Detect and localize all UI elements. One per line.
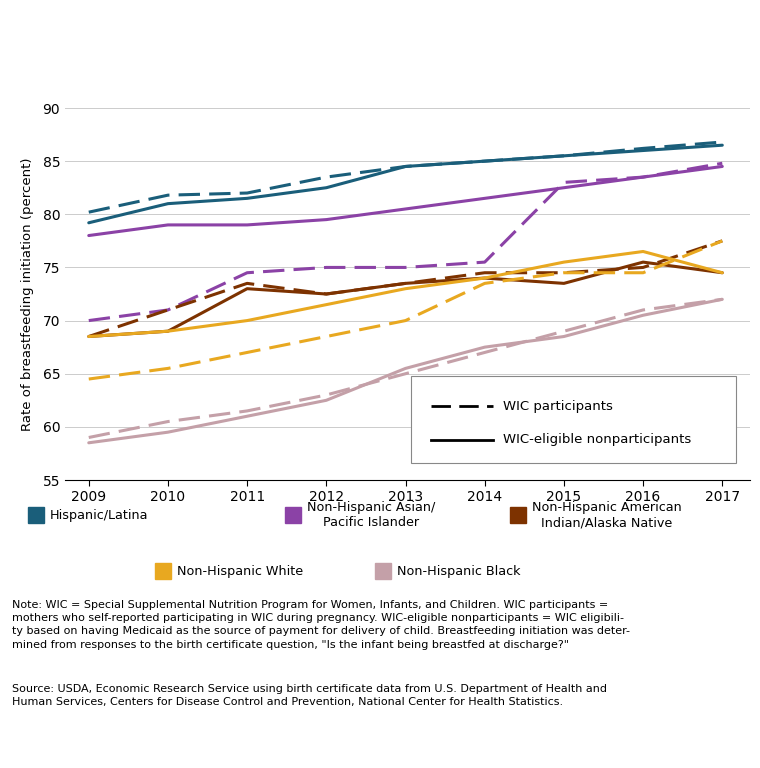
Text: Source: USDA, Economic Research Service using birth certificate data from U.S. D: Source: USDA, Economic Research Service …	[12, 684, 607, 707]
Bar	[155, 563, 171, 579]
Text: WIC participants: WIC participants	[503, 400, 613, 413]
Bar	[510, 507, 526, 523]
Bar	[28, 507, 44, 523]
Text: Non-Hispanic Black: Non-Hispanic Black	[397, 564, 521, 578]
Text: Breastfeeding initiation rates by WIC: Breastfeeding initiation rates by WIC	[12, 28, 388, 46]
Text: U.S. DEPARTMENT OF AGRICULTURE: U.S. DEPARTMENT OF AGRICULTURE	[540, 38, 691, 47]
Text: Non-Hispanic Asian/
Pacific Islander: Non-Hispanic Asian/ Pacific Islander	[307, 501, 435, 529]
Text: Note: WIC = Special Supplemental Nutrition Program for Women, Infants, and Child: Note: WIC = Special Supplemental Nutriti…	[12, 600, 630, 650]
Text: Hispanic/Latina: Hispanic/Latina	[50, 508, 148, 521]
Text: Non-Hispanic American
Indian/Alaska Native: Non-Hispanic American Indian/Alaska Nati…	[532, 501, 682, 529]
FancyBboxPatch shape	[411, 376, 736, 463]
Text: WIC-eligible nonparticipants: WIC-eligible nonparticipants	[503, 433, 692, 446]
Bar	[285, 507, 301, 523]
Bar	[480, 63, 520, 74]
Bar	[480, 75, 512, 86]
Text: Non-Hispanic White: Non-Hispanic White	[177, 564, 303, 578]
Text: USDA: USDA	[480, 20, 546, 40]
Text: Economic Research Service: Economic Research Service	[540, 18, 721, 31]
Text: participation and race/ethnicity, 2009–17: participation and race/ethnicity, 2009–1…	[12, 58, 428, 76]
Bar	[480, 51, 528, 62]
Bar	[375, 563, 391, 579]
Y-axis label: Rate of breastfeeding initiation (percent): Rate of breastfeeding initiation (percen…	[21, 157, 34, 431]
